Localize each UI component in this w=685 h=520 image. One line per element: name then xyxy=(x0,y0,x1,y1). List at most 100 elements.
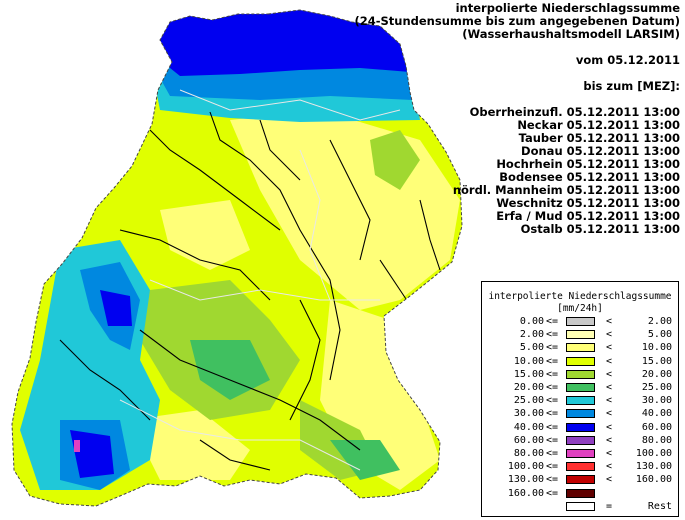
legend-swatch xyxy=(566,435,595,445)
catchment-item: Hochrhein 05.12.2011 13:00 xyxy=(496,157,680,171)
legend-low-value: 60.00 xyxy=(513,434,544,446)
legend-operator: <= xyxy=(546,474,559,486)
catchment-item: Bodensee 05.12.2011 13:00 xyxy=(499,170,680,184)
legend-row: 160.00 <= xyxy=(482,487,678,500)
legend-row: 5.00 <= <10.00 xyxy=(482,341,678,354)
legend-row: 30.00 <= <40.00 xyxy=(482,407,678,420)
legend-swatch xyxy=(566,462,595,472)
legend-low-value: 100.00 xyxy=(507,461,544,473)
legend-operator: <= xyxy=(546,329,559,341)
legend-upper-operator: < xyxy=(606,461,613,473)
legend-upper-operator: < xyxy=(606,382,613,393)
legend-operator: <= xyxy=(546,434,559,446)
legend-swatch xyxy=(566,356,595,366)
legend-low-value: 20.00 xyxy=(513,382,544,393)
title-line: (24-Stundensumme bis zum angegebenen Dat… xyxy=(354,14,680,28)
legend-row: 60.00 <= <80.00 xyxy=(482,434,678,447)
legend-swatch xyxy=(566,369,595,379)
legend-swatch xyxy=(566,422,595,432)
legend-swatch xyxy=(566,501,595,511)
map-title: interpolierte Niederschlagssumme (24-Stu… xyxy=(354,2,680,41)
legend-low-value: 0.00 xyxy=(519,316,544,327)
legend-operator: <= xyxy=(546,487,559,499)
legend-swatch xyxy=(566,488,595,498)
legend-row: 20.00 <= <25.00 xyxy=(482,381,678,394)
catchment-item: Tauber 05.12.2011 13:00 xyxy=(518,131,680,145)
legend-high-value: 2.00 xyxy=(647,316,672,327)
legend: interpolierte Niederschlagssumme [mm/24h… xyxy=(481,281,679,517)
legend-low-value: 40.00 xyxy=(513,421,544,433)
legend-upper-operator: < xyxy=(606,395,613,407)
legend-row: 15.00 <= <20.00 xyxy=(482,368,678,381)
legend-low-value: 160.00 xyxy=(507,487,544,499)
legend-title: interpolierte Niederschlagssumme xyxy=(488,291,672,302)
legend-operator: <= xyxy=(546,382,559,393)
catchment-item: Donau 05.12.2011 13:00 xyxy=(521,144,680,158)
legend-upper-operator: < xyxy=(606,316,613,327)
legend-swatch xyxy=(566,475,595,485)
legend-row: 100.00 <= <130.00 xyxy=(482,460,678,473)
legend-swatch xyxy=(566,396,595,406)
legend-swatch xyxy=(566,343,595,353)
legend-upper-operator: < xyxy=(606,448,613,459)
legend-unit: [mm/24h] xyxy=(557,303,603,314)
catchment-item: Neckar 05.12.2011 13:00 xyxy=(517,118,680,132)
legend-upper-operator: < xyxy=(606,329,613,341)
legend-operator: <= xyxy=(546,316,559,327)
legend-upper-operator: < xyxy=(606,342,613,354)
legend-upper-operator: < xyxy=(606,474,613,486)
legend-high-value: 40.00 xyxy=(641,408,672,420)
legend-low-value: 130.00 xyxy=(507,474,544,486)
until-label: bis zum [MEZ]: xyxy=(583,79,680,93)
legend-row: 10.00 <= <15.00 xyxy=(482,355,678,368)
legend-operator: <= xyxy=(546,395,559,407)
legend-row: 0.00 <= <2.00 xyxy=(482,315,678,328)
legend-operator: <= xyxy=(546,461,559,473)
legend-upper-operator: = xyxy=(606,500,613,512)
legend-swatch xyxy=(566,317,595,326)
legend-high-value: Rest xyxy=(647,500,672,512)
legend-high-value: 160.00 xyxy=(635,474,672,486)
date-label: vom 05.12.2011 xyxy=(575,53,680,67)
legend-low-value: 30.00 xyxy=(513,408,544,420)
title-line: interpolierte Niederschlagssumme xyxy=(455,1,680,15)
legend-low-value: 2.00 xyxy=(519,329,544,341)
catchment-item: Oberrheinzufl. 05.12.2011 13:00 xyxy=(469,105,680,119)
legend-row: 25.00 <= <30.00 xyxy=(482,394,678,407)
legend-high-value: 130.00 xyxy=(635,461,672,473)
legend-high-value: 60.00 xyxy=(641,421,672,433)
legend-row: 40.00 <= <60.00 xyxy=(482,421,678,434)
legend-high-value: 10.00 xyxy=(641,342,672,354)
legend-upper-operator: < xyxy=(606,434,613,446)
legend-swatch xyxy=(566,383,595,392)
legend-upper-operator: < xyxy=(606,355,613,367)
legend-operator: <= xyxy=(546,368,559,380)
legend-high-value: 80.00 xyxy=(641,434,672,446)
legend-low-value: 25.00 xyxy=(513,395,544,407)
legend-low-value: 5.00 xyxy=(519,342,544,354)
title-line: (Wasserhaushaltsmodell LARSIM) xyxy=(462,27,680,41)
legend-swatch xyxy=(566,449,595,458)
legend-low-value: 15.00 xyxy=(513,368,544,380)
catchment-item: nördl. Mannheim 05.12.2011 13:00 xyxy=(452,183,680,197)
legend-low-value: 80.00 xyxy=(513,448,544,459)
precipitation-map xyxy=(11,9,463,507)
legend-row: = Rest xyxy=(482,500,678,513)
legend-low-value: 10.00 xyxy=(513,355,544,367)
legend-operator: <= xyxy=(546,408,559,420)
legend-high-value: 30.00 xyxy=(641,395,672,407)
legend-upper-operator: < xyxy=(606,421,613,433)
legend-operator: <= xyxy=(546,421,559,433)
legend-upper-operator: < xyxy=(606,408,613,420)
legend-row: 130.00 <= <160.00 xyxy=(482,473,678,486)
catchment-item: Weschnitz 05.12.2011 13:00 xyxy=(496,196,680,210)
legend-row: 80.00 <= <100.00 xyxy=(482,447,678,460)
legend-operator: <= xyxy=(546,355,559,367)
legend-high-value: 15.00 xyxy=(641,355,672,367)
catchment-item: Erfa / Mud 05.12.2011 13:00 xyxy=(496,209,680,223)
legend-high-value: 100.00 xyxy=(635,448,672,459)
legend-swatch xyxy=(566,409,595,419)
legend-high-value: 20.00 xyxy=(641,368,672,380)
legend-high-value: 25.00 xyxy=(641,382,672,393)
legend-row: 2.00 <= <5.00 xyxy=(482,328,678,341)
